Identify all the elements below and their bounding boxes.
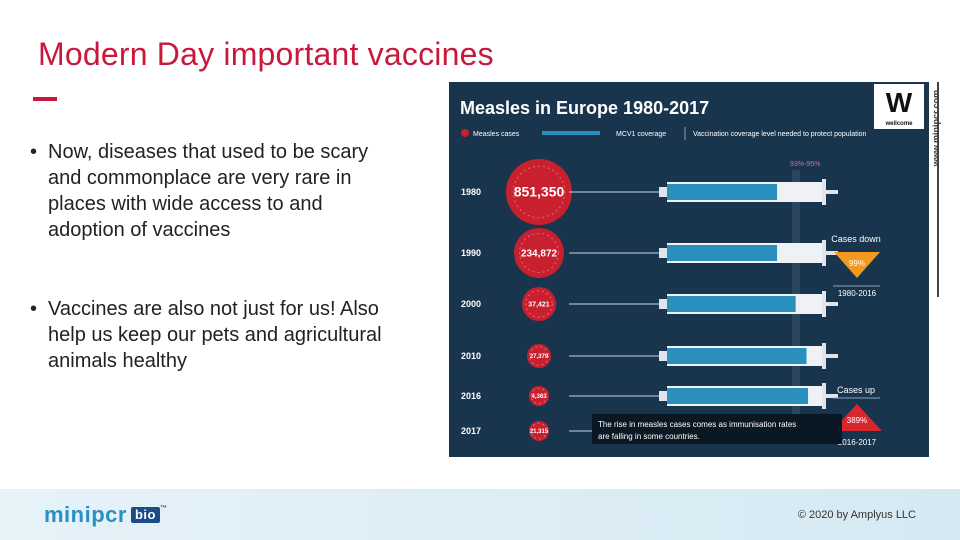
cases-value: 27,379: [530, 354, 549, 360]
coverage-fill: [667, 388, 809, 404]
title-underline: [33, 97, 57, 101]
logo-wordmark: wellcome: [884, 121, 913, 127]
up-arrow-icon: [832, 404, 882, 431]
syringe-plunger: [826, 354, 838, 358]
row-year: 2017: [461, 426, 481, 436]
cases-bubble-texture: [530, 422, 548, 440]
cases-bubble-texture: [512, 165, 566, 219]
bullet-item: Vaccines are also not just for us! Also …: [30, 296, 400, 374]
syringe-row: 2016 4,363: [461, 383, 838, 409]
cases-value: 851,350: [514, 184, 565, 200]
cases-value: 234,872: [521, 248, 558, 259]
coverage-fill: [667, 184, 778, 200]
cases-value: 37,421: [528, 301, 550, 308]
cases-up-title: Cases up: [837, 385, 875, 395]
syringe-plunger: [826, 190, 838, 194]
cases-bubble: [522, 287, 556, 321]
side-divider: [929, 82, 939, 297]
syringe-flange: [822, 240, 826, 266]
row-year: 1980: [461, 187, 481, 197]
syringe-rows: 1980 851,350 1990 234,872 2000 37,421 2010 27,3…: [461, 159, 838, 444]
row-year: 1990: [461, 248, 481, 258]
syringe-tip: [659, 187, 667, 197]
cases-bubble: [514, 228, 564, 278]
syringe-plunger: [826, 251, 838, 255]
note-line: are falling in some countries.: [598, 432, 700, 441]
cases-down-panel: Cases down 99% 1980-2016: [831, 234, 881, 298]
note-text: The rise in measles cases comes as immun…: [598, 420, 796, 441]
measles-infographic: Measles in Europe 1980-2017 W wellcome M…: [449, 82, 929, 457]
note-box: The rise in measles cases comes as immun…: [592, 414, 842, 444]
cases-bubble: [529, 386, 549, 406]
legend-needed-label: Vaccination coverage level needed to pro…: [693, 131, 867, 138]
cases-up-period: 2016-2017: [838, 438, 877, 447]
cases-value: 4,363: [531, 394, 547, 400]
syringe-flange: [822, 343, 826, 369]
legend-coverage-label: MCV1 coverage: [616, 131, 666, 138]
cases-bubble-texture: [529, 346, 549, 366]
syringe-plunger: [826, 394, 838, 398]
syringe-tip: [659, 248, 667, 258]
legend-cases-label: Measles cases: [473, 131, 520, 138]
cases-down-value: 99%: [849, 259, 865, 268]
logo-letter: W: [886, 87, 913, 118]
legend-coverage-swatch: [542, 131, 600, 135]
cases-up-value: 389%: [847, 416, 867, 425]
legend-cases-swatch: [461, 129, 469, 137]
legend: Measles cases MCV1 coverage Vaccination …: [461, 127, 867, 140]
syringe-row: 1980 851,350: [461, 159, 838, 225]
syringe-flange: [822, 179, 826, 205]
row-year: 2010: [461, 351, 481, 361]
logo-trademark: ™: [159, 505, 168, 512]
syringe-tip: [659, 299, 667, 309]
syringe-row: 2000 37,421: [461, 287, 838, 321]
row-year: 2000: [461, 299, 481, 309]
logo-badge: bio: [130, 507, 160, 523]
cases-bubble: [529, 421, 549, 441]
wellcome-logo: W wellcome: [874, 84, 924, 129]
logo-text: minipcr: [44, 502, 127, 527]
note-line: The rise in measles cases comes as immun…: [598, 420, 796, 429]
syringe-plunger: [826, 302, 838, 306]
coverage-fill: [667, 296, 796, 312]
copyright-text: © 2020 by Amplyus LLC: [797, 509, 916, 521]
syringe-tip: [659, 351, 667, 361]
bullet-list: Now, diseases that used to be scary and …: [30, 139, 400, 374]
cases-down-title: Cases down: [831, 234, 881, 244]
cases-bubble-texture: [530, 387, 548, 405]
coverage-fill: [667, 348, 807, 364]
syringe-tip: [659, 391, 667, 401]
cases-bubble-texture: [525, 290, 553, 318]
syringe-row: 2010 27,379: [461, 343, 838, 369]
cases-down-period: 1980-2016: [838, 289, 877, 298]
cases-value: 21,315: [530, 429, 549, 435]
infographic-title: Measles in Europe 1980-2017: [460, 98, 709, 118]
down-arrow-icon: [834, 252, 880, 278]
syringe-flange: [822, 383, 826, 409]
slide-title: Modern Day important vaccines: [38, 36, 494, 72]
cases-bubble: [506, 159, 572, 225]
coverage-fill: [667, 245, 778, 261]
row-year: 2016: [461, 391, 481, 401]
minipcr-logo: minipcr bio ™: [44, 502, 167, 528]
footer: minipcr bio ™ © 2020 by Amplyus LLC: [0, 489, 960, 540]
cases-up-panel: Cases up 389% 2016-2017: [832, 385, 882, 447]
syringe-flange: [822, 291, 826, 317]
threshold-label: 93%-95%: [790, 161, 820, 168]
cases-bubble: [527, 344, 551, 368]
bullet-item: Now, diseases that used to be scary and …: [30, 139, 400, 243]
cases-bubble-texture: [519, 233, 559, 273]
syringe-row: 1990 234,872: [461, 228, 838, 278]
note-background: [592, 414, 842, 444]
infographic-canvas: Measles in Europe 1980-2017 W wellcome M…: [460, 84, 924, 447]
